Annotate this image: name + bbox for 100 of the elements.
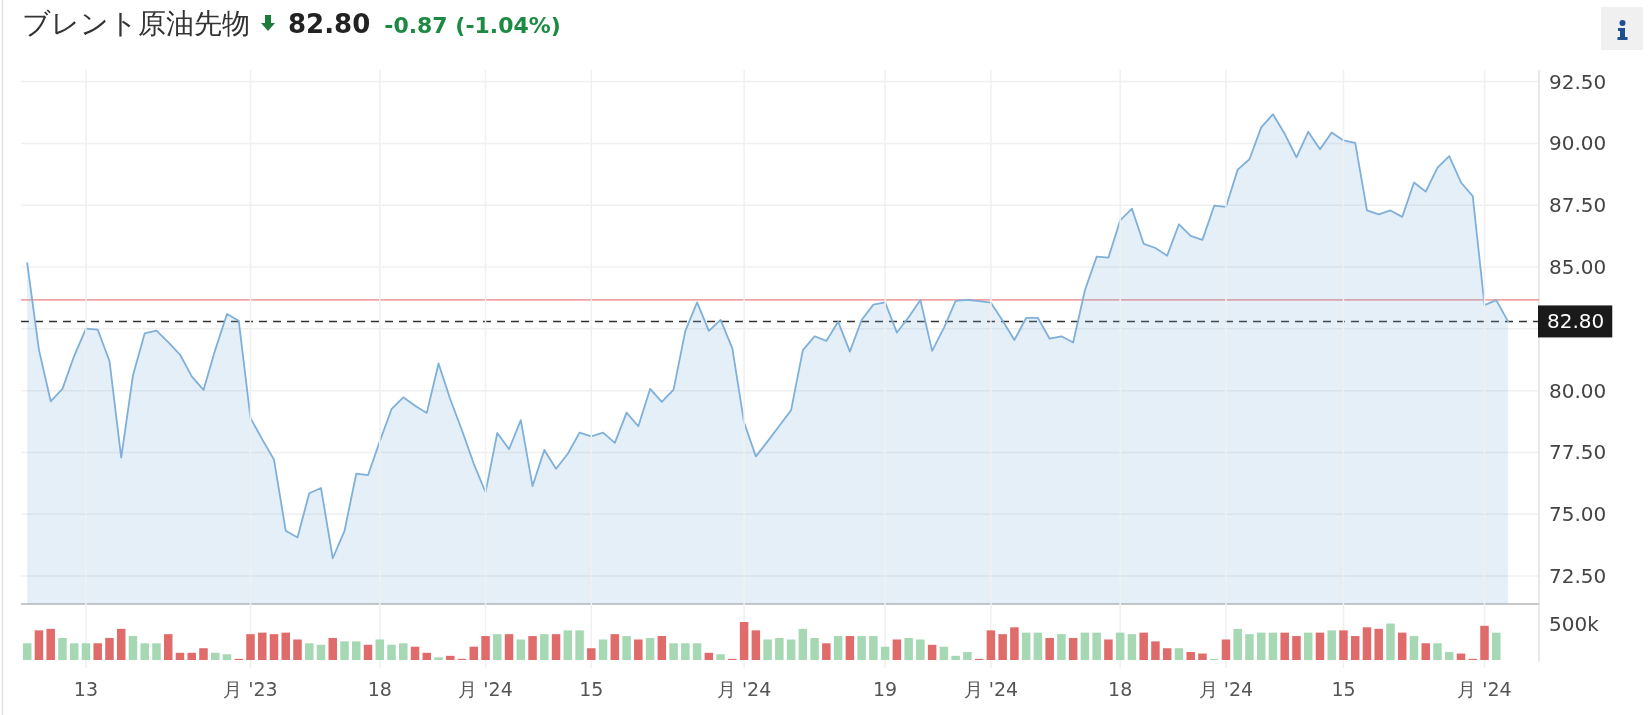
bar (434, 657, 443, 660)
bar (916, 639, 925, 660)
bar (1139, 632, 1148, 660)
bar (540, 634, 549, 660)
bar (399, 643, 408, 660)
bar (1433, 643, 1442, 660)
bar (340, 641, 349, 660)
bar (1221, 639, 1231, 660)
bar (116, 628, 126, 660)
bar (681, 643, 690, 660)
bar (1186, 652, 1195, 660)
bar (598, 639, 608, 660)
bar (258, 632, 267, 660)
bar (105, 637, 114, 660)
bar (634, 639, 643, 660)
bar (246, 634, 255, 660)
bar (1492, 632, 1501, 660)
bar (1444, 652, 1454, 660)
bar (963, 652, 972, 660)
bar (751, 630, 761, 660)
y-tick-label: 75.00 (1549, 502, 1607, 527)
bar (22, 643, 32, 660)
y-tick-label: 72.50 (1549, 564, 1607, 589)
bar (34, 630, 44, 660)
bar (786, 639, 796, 660)
bar (575, 630, 584, 660)
bar (563, 630, 573, 660)
bar (880, 646, 890, 660)
bar (481, 636, 490, 660)
y-tick-label: 80.00 (1549, 378, 1607, 403)
bar (1233, 628, 1242, 660)
bar (328, 637, 338, 660)
bar (927, 644, 937, 660)
text: 82.80 (288, 9, 371, 39)
bar (1127, 634, 1137, 660)
bar (1092, 632, 1101, 660)
bar (140, 643, 149, 660)
bar (1045, 637, 1054, 660)
bar (692, 643, 702, 660)
bar (1268, 632, 1278, 660)
bar (281, 632, 290, 660)
bar (1362, 627, 1372, 660)
bar (822, 643, 831, 660)
bar (939, 646, 949, 660)
x-tick-label: 13 (73, 678, 99, 700)
y-tick-label: 85.00 (1549, 255, 1607, 280)
bar (1292, 636, 1301, 660)
text: 500k (1549, 612, 1600, 636)
bar (1386, 623, 1395, 660)
bar (1350, 636, 1360, 660)
bar (857, 636, 866, 660)
bar (1162, 648, 1172, 660)
x-tick-label: 月 '23 (223, 678, 278, 700)
x-tick-label: 月 '24 (458, 678, 513, 700)
bar (210, 652, 220, 660)
bar (622, 636, 631, 660)
bar (704, 652, 714, 660)
bar (352, 641, 361, 660)
bar (152, 643, 161, 660)
bar (833, 636, 843, 660)
bar (422, 652, 432, 660)
bar (1409, 636, 1419, 660)
y-tick-label: 92.50 (1549, 69, 1607, 94)
bar (739, 622, 749, 660)
bar (493, 634, 502, 660)
bar (1068, 637, 1078, 660)
x-tick-label: 月 '24 (1457, 678, 1512, 700)
bar (293, 639, 302, 660)
bar (798, 628, 808, 660)
bar (305, 643, 314, 660)
bar (951, 655, 960, 660)
bar (1327, 630, 1336, 660)
bar (199, 648, 208, 660)
bar (81, 643, 91, 660)
bar (69, 643, 79, 660)
bar (810, 637, 819, 660)
x-tick-label: 15 (1331, 678, 1356, 700)
bar (610, 634, 620, 660)
bar (986, 630, 996, 660)
bar (163, 634, 173, 660)
ref-label: 82.80 (1538, 305, 1613, 338)
bar (1151, 641, 1160, 660)
bar (1057, 634, 1066, 660)
bar (175, 652, 185, 660)
y-tick-label: 90.00 (1549, 131, 1607, 156)
bar (46, 628, 55, 660)
bar (516, 639, 526, 660)
bar (1115, 632, 1125, 660)
bar (551, 634, 561, 660)
x-tick-label: 18 (367, 678, 392, 700)
bar (716, 654, 725, 660)
x-tick-label: 18 (1108, 678, 1133, 700)
y-tick-label: 77.50 (1549, 440, 1607, 465)
bar (1021, 632, 1031, 660)
bar (446, 655, 455, 660)
x-tick-label: 15 (579, 678, 604, 700)
bar (1280, 632, 1289, 660)
bar (587, 648, 596, 660)
bar (1315, 632, 1325, 660)
bar (1303, 632, 1313, 660)
